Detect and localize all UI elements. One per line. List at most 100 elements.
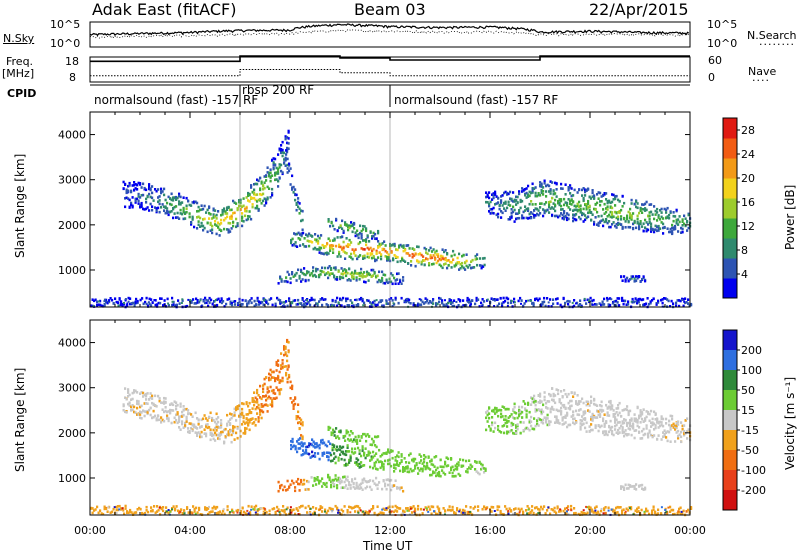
- velocity-colorbar-segment: [723, 390, 737, 411]
- noise-point: [123, 302, 125, 304]
- noise-point: [247, 512, 250, 515]
- nsearch-label: N.Search: [747, 29, 797, 42]
- nave-dotted-legend: ····: [752, 74, 770, 87]
- nave-tick-top: 60: [708, 54, 722, 67]
- nsearch-tick-bottom: 10^0: [707, 37, 738, 50]
- noise-point: [513, 301, 516, 304]
- velocity-colorbar-segment: [723, 450, 737, 471]
- noise-point: [527, 508, 530, 511]
- velocity-panel: [90, 338, 693, 517]
- noise-point: [444, 299, 446, 302]
- noise-point: [263, 299, 266, 302]
- noise-point: [107, 506, 110, 509]
- velocity-colorbar-tick-label: 15: [741, 404, 755, 417]
- noise-point: [493, 299, 496, 302]
- nsky-tick-bottom: 10^0: [50, 37, 81, 50]
- cpid-segment-3: normalsound (fast) -157 RF: [394, 93, 559, 107]
- noise-point: [180, 302, 183, 304]
- noise-point: [282, 301, 285, 304]
- noise-point: [324, 510, 326, 513]
- noise-point: [194, 512, 197, 515]
- noise-point: [683, 300, 686, 303]
- noise-point: [250, 508, 253, 511]
- noise-point: [337, 509, 340, 512]
- noise-point: [171, 300, 174, 303]
- velocity-colorbar-segment: [723, 330, 737, 351]
- noise-point: [122, 509, 125, 512]
- noise-point: [526, 512, 529, 515]
- noise-point: [493, 305, 496, 307]
- noise-point: [385, 299, 388, 302]
- noise-point: [632, 513, 635, 516]
- noise-point: [433, 510, 435, 513]
- nave-label: Nave: [748, 65, 777, 78]
- echo-band-A: [122, 338, 290, 445]
- noise-point: [660, 506, 663, 509]
- noise-point: [610, 508, 613, 511]
- noise-point: [117, 304, 120, 307]
- noise-point: [98, 300, 101, 303]
- power-colorbar-tick-label: 8: [741, 244, 748, 257]
- nsky-tick-top: 10^5: [50, 18, 81, 31]
- noise-point: [462, 511, 465, 514]
- noise-point: [127, 300, 130, 303]
- noise-point: [130, 302, 133, 305]
- noise-point: [567, 508, 570, 511]
- noise-point: [530, 299, 532, 302]
- noise-point: [199, 298, 202, 301]
- noise-point: [309, 507, 312, 510]
- velocity-colorbar-segment: [723, 350, 737, 371]
- noise-point: [427, 510, 430, 513]
- power-colorbar-label: Power [dB]: [783, 184, 797, 250]
- x-tick-label: 16:00: [474, 524, 506, 537]
- velocity-colorbar-tick-label: 50: [741, 384, 755, 397]
- noise-point: [567, 513, 570, 516]
- noise-point: [330, 510, 333, 513]
- noise-point: [289, 506, 292, 509]
- noise-point: [566, 506, 568, 509]
- power-colorbar-segment: [723, 218, 737, 239]
- noise-point: [385, 507, 388, 510]
- power-colorbar-tick-label: 12: [741, 220, 755, 233]
- noise-point: [566, 510, 568, 513]
- power-colorbar-tick-label: 28: [741, 124, 755, 137]
- freq-label: Freq.: [6, 55, 34, 68]
- echo-band-D: [327, 217, 380, 241]
- noise-point: [290, 301, 293, 303]
- noise-point: [115, 512, 118, 515]
- noise-point: [229, 511, 231, 514]
- noise-point: [664, 509, 667, 511]
- noise-point: [191, 512, 194, 515]
- power-colorbar-tick-label: 4: [741, 268, 748, 281]
- noise-point: [606, 298, 609, 301]
- noise-point: [252, 508, 255, 511]
- noise-point: [466, 299, 469, 302]
- velocity-colorbar-frame: [722, 329, 738, 511]
- noise-point: [455, 301, 458, 303]
- noise-point: [254, 511, 257, 514]
- power-colorbar-segment: [723, 258, 737, 279]
- noise-point: [566, 300, 569, 303]
- noise-point: [518, 511, 521, 514]
- noise-point: [568, 300, 571, 303]
- noise-point: [563, 305, 566, 308]
- noise-point: [231, 510, 234, 512]
- nave-tick-bottom: 0: [708, 71, 715, 84]
- noise-point: [590, 300, 592, 303]
- noise-point: [302, 300, 305, 303]
- noise-point: [681, 299, 684, 301]
- noise-point: [379, 301, 382, 304]
- noise-point: [324, 298, 327, 301]
- cpid-label: CPID: [7, 87, 37, 100]
- noise-point: [643, 510, 646, 513]
- nsky-series-0: [89, 23, 690, 37]
- power-colorbar-segment: [723, 138, 737, 159]
- noise-point: [306, 302, 309, 305]
- noise-point: [236, 511, 239, 514]
- noise-point: [680, 510, 683, 513]
- noise-point: [591, 303, 594, 306]
- noise-point: [263, 298, 266, 301]
- noise-point: [512, 512, 515, 515]
- noise-point: [279, 302, 282, 305]
